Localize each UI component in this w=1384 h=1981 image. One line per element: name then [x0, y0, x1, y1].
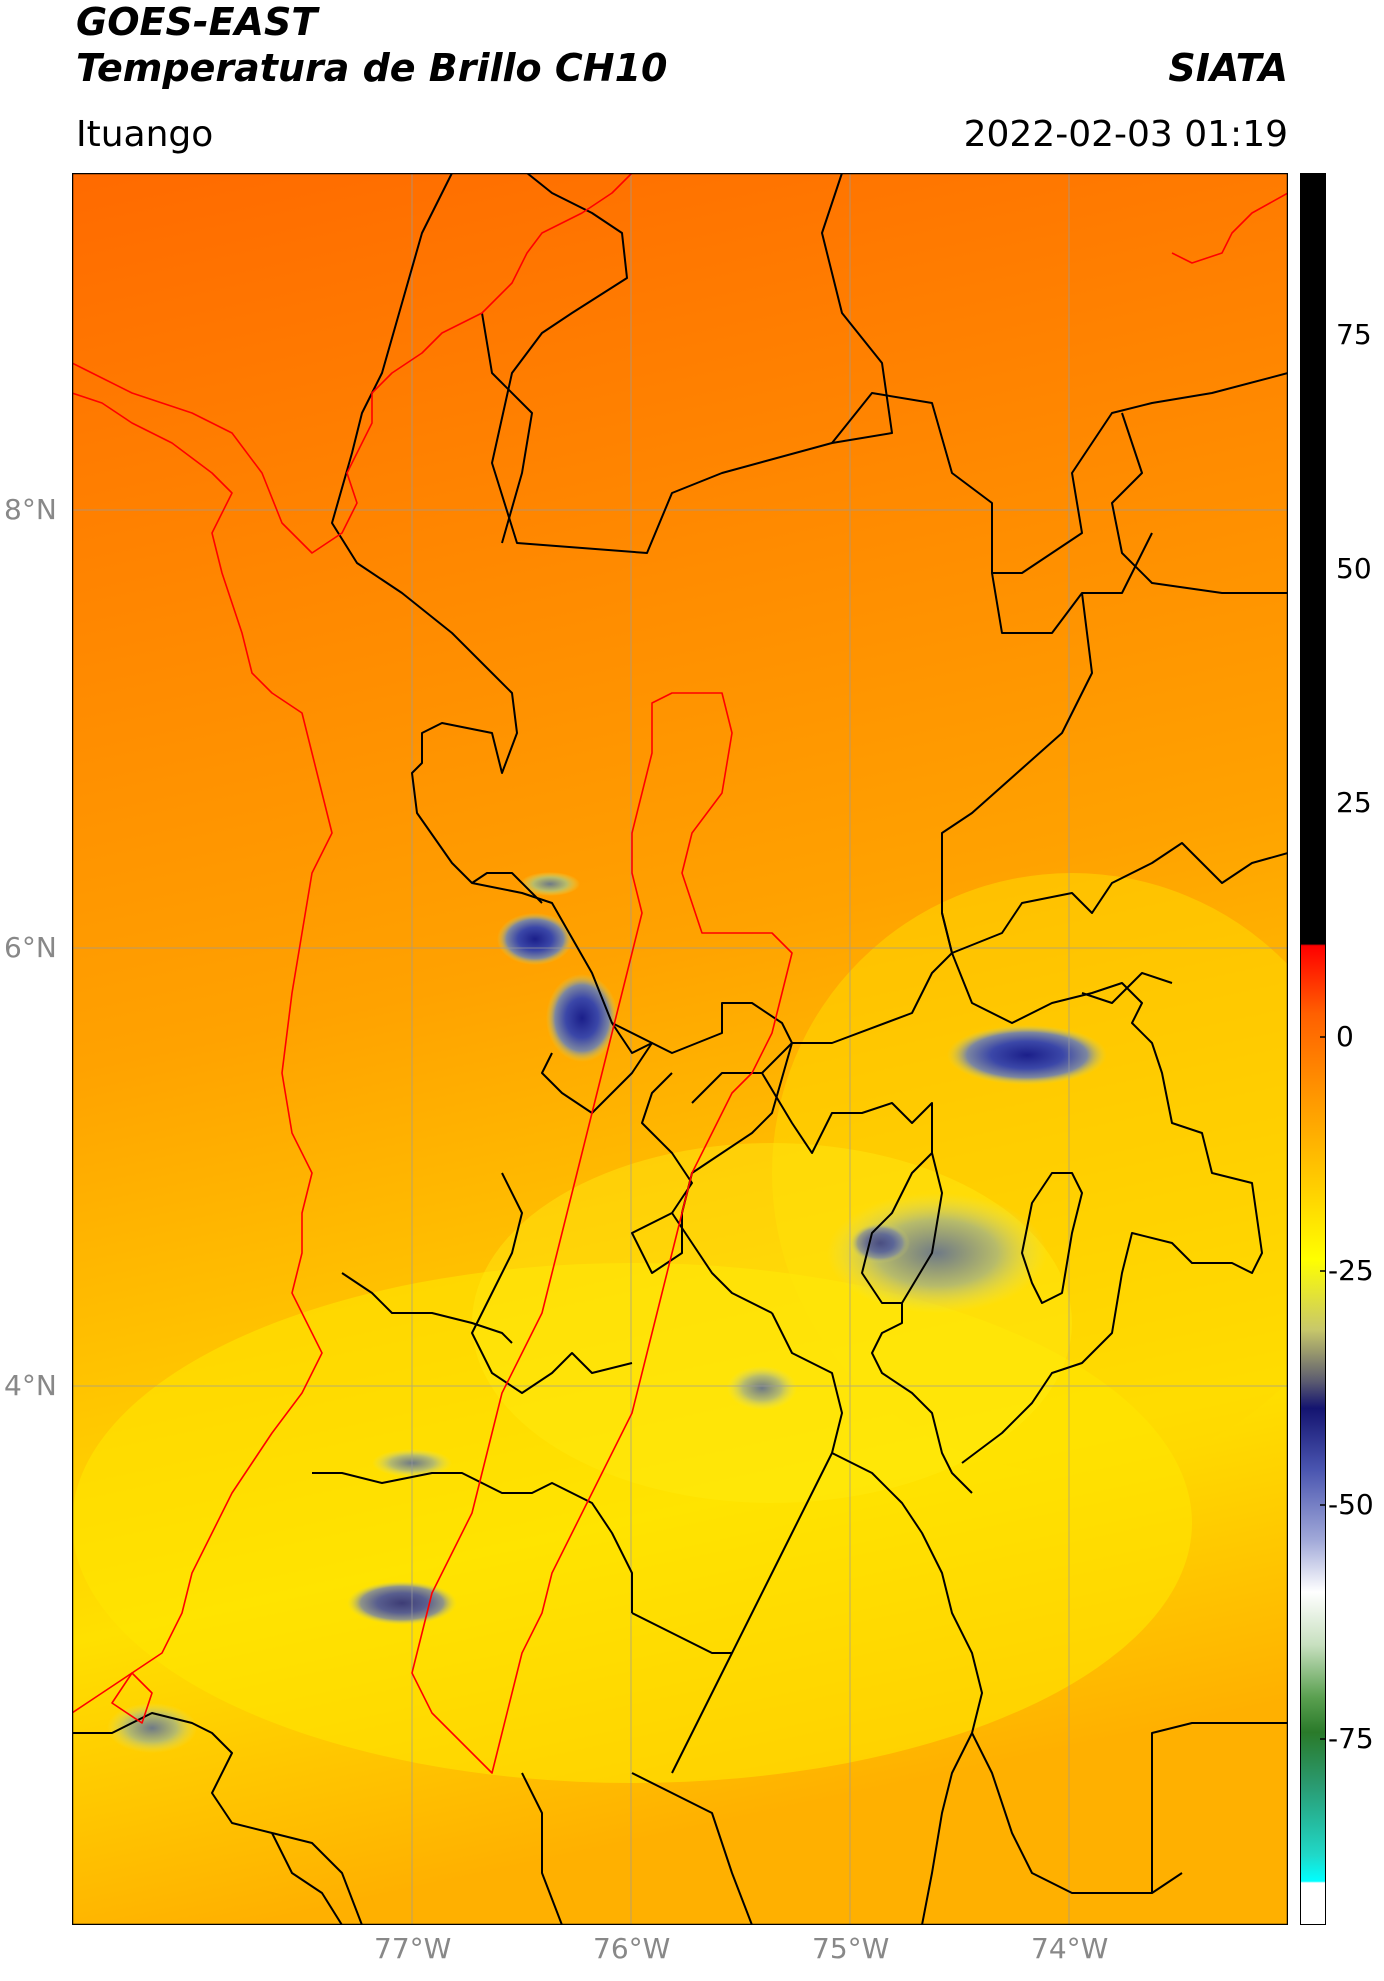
lat-tick-4: 4°N: [4, 1369, 57, 1402]
coastline-boundaries: [72, 173, 1288, 1774]
datetime-label: 2022-02-03 01:19: [963, 114, 1288, 155]
lon-tick-76w: 76°W: [593, 1932, 671, 1965]
region-label: Ituango: [76, 114, 214, 155]
colorbar-label-75: 75: [1336, 318, 1372, 351]
cloud-cell-medellin: [546, 974, 618, 1062]
colorbar-ticks: [1320, 334, 1326, 1740]
org-title: SIATA: [1168, 46, 1288, 90]
lon-tick-77w: 77°W: [374, 1932, 452, 1965]
map-frame: [72, 173, 1288, 1925]
cloud-cell-east: [947, 1025, 1107, 1085]
cloud-cell-pacific: [347, 1581, 457, 1625]
lon-tick-74w: 74°W: [1031, 1932, 1109, 1965]
cloud-cell-north: [520, 872, 580, 896]
colorbar-label-25: 25: [1336, 786, 1372, 819]
lat-tick-6: 6°N: [4, 931, 57, 964]
lat-tick-8: 8°N: [4, 493, 57, 526]
cloud-cell-magdalena-core: [850, 1223, 910, 1263]
product-title: Temperatura de Brillo CH10: [76, 46, 668, 90]
department-boundaries: [72, 173, 1288, 1925]
colorbar-label-50: 50: [1336, 552, 1372, 585]
satellite-title: GOES-EAST: [76, 0, 318, 44]
colorbar-fill: [1300, 173, 1326, 1925]
lon-tick-75w: 75°W: [812, 1932, 890, 1965]
colorbar-label-minus75: -75: [1328, 1722, 1374, 1755]
gridlines: [72, 173, 1288, 1925]
brightness-temperature-map: [72, 173, 1288, 1925]
colorbar-label-0: 0: [1336, 1020, 1354, 1053]
colorbar-label-minus50: -50: [1328, 1488, 1374, 1521]
colorbar-frame: [1300, 173, 1326, 1925]
cloud-cell-ituango: [497, 913, 573, 965]
temperature-colorbar: [1300, 173, 1326, 1925]
colorbar-label-minus25: -25: [1328, 1254, 1374, 1287]
cloud-cell-central: [727, 1366, 797, 1410]
